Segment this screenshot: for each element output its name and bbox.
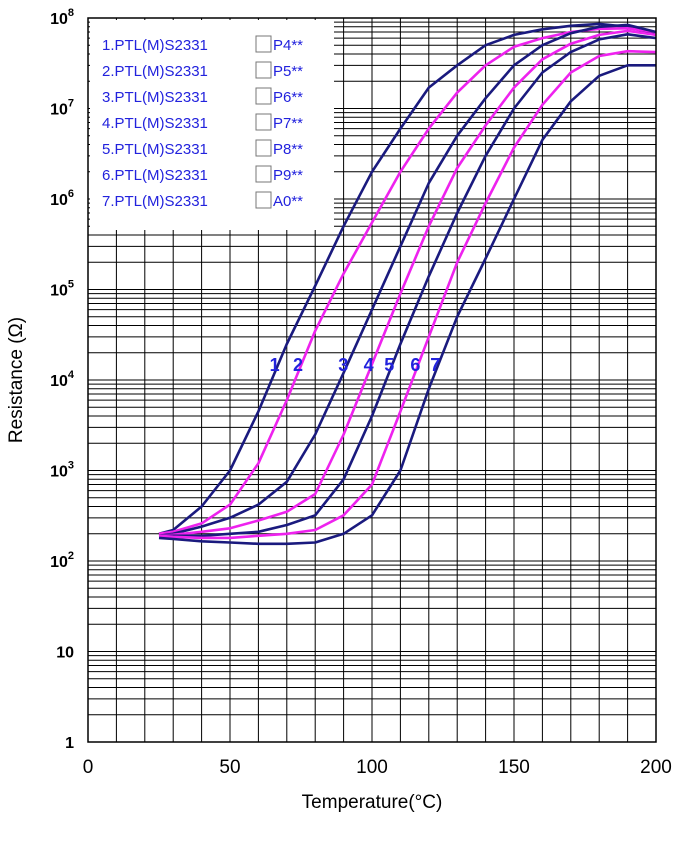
legend-box	[90, 20, 334, 230]
legend-placeholder-box	[255, 87, 272, 105]
legend-placeholder-box	[255, 113, 272, 131]
legend-suffix-1: P4**	[273, 37, 303, 54]
x-tick-label: 50	[219, 757, 240, 778]
legend-placeholder-box	[255, 165, 272, 183]
series-line-5	[159, 32, 657, 538]
legend-suffix-7: A0**	[273, 193, 303, 210]
legend-suffix-4: P7**	[273, 115, 303, 132]
y-tick-label: 1	[65, 735, 74, 752]
series-line-7	[158, 64, 656, 546]
x-tick-label: 100	[356, 757, 388, 778]
y-tick-label: 10	[56, 645, 74, 662]
legend-placeholder-box	[255, 139, 272, 157]
plot-frame	[87, 17, 657, 743]
y-tick-label: 107	[50, 98, 74, 119]
y-tick-exponent: 7	[68, 98, 74, 110]
legend-suffix-6: P9**	[273, 167, 303, 184]
legend-placeholder-box	[255, 191, 272, 209]
y-tick-exponent: 2	[68, 550, 74, 562]
curve-label-3: 3	[338, 355, 348, 375]
legend-placeholder-box	[255, 35, 272, 53]
y-tick-exponent: 6	[68, 188, 74, 200]
curve-label-2: 2	[293, 355, 303, 375]
legend-entry-5: 5.PTL(M)S2331	[102, 141, 208, 158]
legend-suffix-3: P6**	[273, 89, 303, 106]
legend-entry-3: 3.PTL(M)S2331	[102, 89, 208, 106]
legend-suffix-2: P5**	[273, 63, 303, 80]
y-tick-exponent: 8	[68, 7, 74, 19]
y-tick-exponent: 4	[68, 369, 75, 381]
series-line-4	[158, 29, 657, 538]
curve-label-7: 7	[430, 355, 440, 375]
x-tick-label: 0	[83, 757, 94, 778]
y-tick-label: 104	[50, 369, 75, 390]
y-tick-labels: 1 10 102 103 104 105 106 107 108	[50, 7, 75, 752]
y-tick-exponent: 3	[68, 460, 74, 472]
curve-label-1: 1	[270, 355, 280, 375]
legend-entry-1: 1.PTL(M)S2331	[102, 37, 208, 54]
y-tick-label: 102	[50, 550, 74, 571]
legend: 1.PTL(M)S2331 P4** 2.PTL(M)S2331 P5** 3.PTL(…	[102, 35, 303, 210]
legend-entry-7: 7.PTL(M)S2331	[102, 193, 208, 210]
legend-entry-2: 2.PTL(M)S2331	[102, 63, 208, 80]
x-tick-label: 200	[640, 757, 672, 778]
y-axis-title: Resistance (Ω)	[6, 317, 27, 443]
y-tick-label: 106	[50, 188, 74, 209]
y-tick-exponent: 5	[68, 279, 74, 291]
x-axis-title: Temperature(°C)	[302, 792, 443, 813]
series-layer	[158, 22, 657, 546]
legend-placeholder-box	[255, 61, 272, 79]
y-tick-label: 105	[50, 279, 74, 300]
y-tick-label: 108	[50, 7, 74, 28]
y-tick-label: 103	[50, 460, 74, 481]
series-line-1	[158, 22, 657, 536]
curve-label-6: 6	[410, 355, 420, 375]
legend-entry-4: 4.PTL(M)S2331	[102, 115, 208, 132]
series-line-6	[158, 49, 657, 540]
series-line-3	[158, 23, 657, 538]
legend-suffix-5: P8**	[273, 141, 303, 158]
curve-label-5: 5	[384, 355, 394, 375]
legend-entry-6: 6.PTL(M)S2331	[102, 167, 208, 184]
x-tick-label: 150	[498, 757, 530, 778]
x-tick-labels: 0 50 100 150 200	[83, 757, 672, 778]
curve-label-4: 4	[364, 355, 374, 375]
